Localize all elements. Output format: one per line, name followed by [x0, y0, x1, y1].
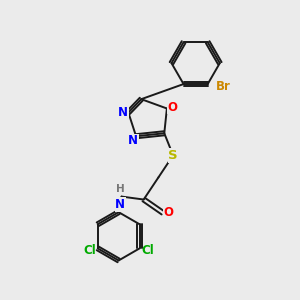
Text: O: O: [164, 206, 174, 219]
Text: Cl: Cl: [83, 244, 96, 257]
Text: N: N: [115, 198, 125, 211]
Text: N: N: [128, 134, 138, 147]
Text: H: H: [116, 184, 124, 194]
Text: N: N: [118, 106, 128, 119]
Text: S: S: [168, 149, 178, 162]
Text: Br: Br: [216, 80, 231, 93]
Text: Cl: Cl: [141, 244, 154, 257]
Text: O: O: [167, 100, 177, 113]
